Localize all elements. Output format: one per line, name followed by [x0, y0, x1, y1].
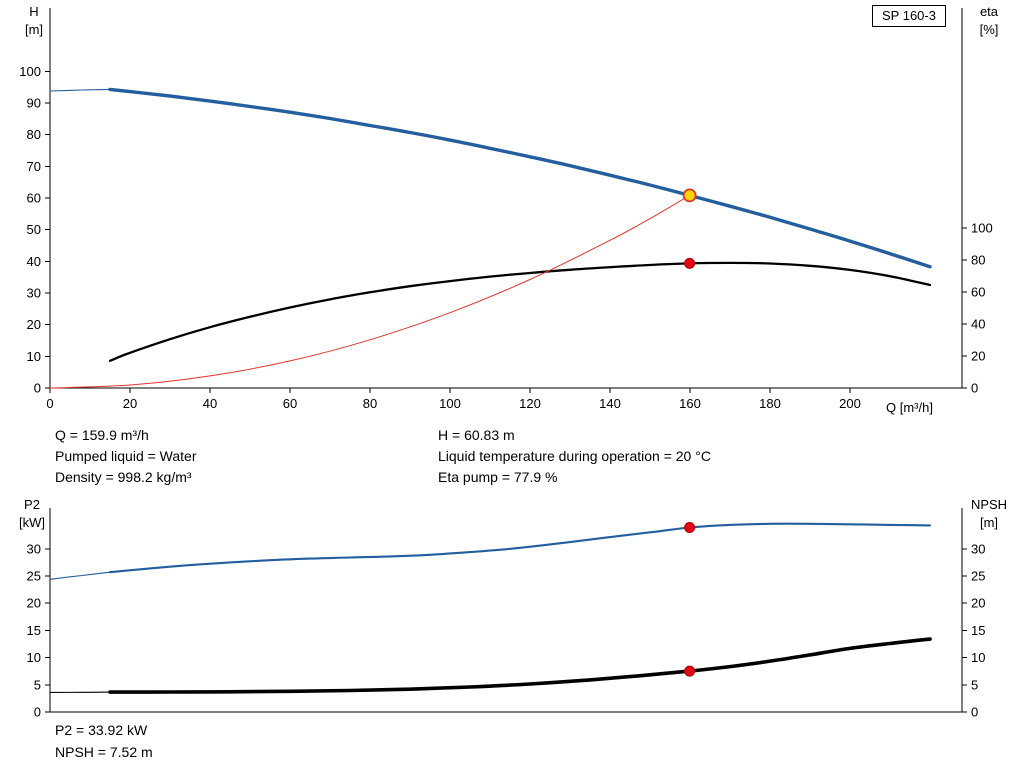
left-tick-label: 80	[27, 127, 41, 142]
npsh-value: NPSH = 7.52 m	[55, 744, 153, 760]
left-tick-label: 100	[19, 64, 41, 79]
flow-axis-unit-label: Q [m³/h]	[886, 400, 933, 415]
efficiency-curve	[108, 261, 932, 362]
npsh-curve	[108, 637, 932, 694]
right-tick-label: 30	[971, 541, 985, 556]
x-tick-label: 200	[839, 396, 861, 411]
p2-curve-min-flow	[49, 571, 111, 580]
left-tick-label: 5	[34, 677, 41, 692]
left-tick-label: 70	[27, 159, 41, 174]
right-tick-label: 60	[971, 285, 985, 300]
left-tick-label: 0	[34, 705, 41, 720]
left-tick-label: 50	[27, 222, 41, 237]
left-tick-label: 60	[27, 191, 41, 206]
right-tick-label: 100	[971, 221, 993, 236]
efficiency-point	[684, 257, 696, 269]
power-info: P2 = 33.92 kW NPSH = 7.52 m	[55, 719, 153, 763]
left-tick-label: 30	[27, 286, 41, 301]
right-tick-label: 5	[971, 677, 978, 692]
flow-value: Q = 159.9 m³/h	[55, 427, 149, 443]
system-curve	[49, 194, 691, 389]
eta-axis-unit: [%]	[979, 22, 999, 37]
npsh-point	[684, 665, 696, 677]
head-value: H = 60.83 m	[438, 427, 515, 443]
eta-axis-symbol: eta	[979, 4, 999, 19]
p2-axis-label: P2 [kW]	[10, 496, 54, 532]
x-tick-label: 180	[759, 396, 781, 411]
p2-axis-symbol: P2	[24, 497, 40, 512]
left-tick-label: 25	[27, 569, 41, 584]
right-tick-label: 10	[971, 650, 985, 665]
p2-value: P2 = 33.92 kW	[55, 722, 148, 738]
head-axis-symbol: H	[29, 4, 39, 19]
left-tick-label: 10	[27, 650, 41, 665]
p2-point	[684, 521, 696, 533]
x-tick-label: 120	[519, 396, 541, 411]
left-tick-label: 90	[27, 96, 41, 111]
right-tick-label: 15	[971, 623, 985, 638]
npsh-axis-unit: [m]	[979, 515, 999, 530]
npsh-axis-label: NPSH [m]	[964, 496, 1014, 532]
duty-point[interactable]	[682, 188, 697, 203]
right-tick-label: 20	[971, 596, 985, 611]
x-tick-label: 100	[439, 396, 461, 411]
right-tick-label: 40	[971, 317, 985, 332]
right-tick-label: 20	[971, 349, 985, 364]
x-tick-label: 20	[123, 396, 137, 411]
x-tick-label: 160	[679, 396, 701, 411]
left-tick-label: 20	[27, 317, 41, 332]
left-tick-label: 30	[27, 541, 41, 556]
left-tick-label: 40	[27, 254, 41, 269]
left-tick-label: 15	[27, 623, 41, 638]
duty-info-right: H = 60.83 m Liquid temperature during op…	[438, 425, 711, 488]
pump-model-badge: SP 160-3	[872, 5, 946, 27]
left-tick-label: 0	[34, 381, 41, 396]
head-axis-unit: [m]	[24, 22, 44, 37]
liquid-temperature: Liquid temperature during operation = 20…	[438, 448, 711, 464]
head-curve	[108, 87, 932, 269]
head-axis-label: H [m]	[14, 3, 54, 39]
eta-axis-label: eta [%]	[968, 3, 1010, 39]
x-tick-label: 0	[46, 396, 53, 411]
x-tick-label: 40	[203, 396, 217, 411]
density-value: Density = 998.2 kg/m³	[55, 469, 192, 485]
right-tick-label: 0	[971, 381, 978, 396]
left-tick-label: 10	[27, 349, 41, 364]
eta-pump-value: Eta pump = 77.9 %	[438, 469, 558, 485]
npsh-axis-symbol: NPSH	[970, 497, 1008, 512]
right-tick-label: 25	[971, 569, 985, 584]
right-tick-label: 0	[971, 705, 978, 720]
left-tick-label: 20	[27, 596, 41, 611]
duty-info-left: Q = 159.9 m³/h Pumped liquid = Water Den…	[55, 425, 197, 488]
x-tick-label: 140	[599, 396, 621, 411]
x-tick-label: 80	[363, 396, 377, 411]
head-curve-min-flow	[49, 88, 111, 92]
right-tick-label: 80	[971, 253, 985, 268]
pumped-liquid: Pumped liquid = Water	[55, 448, 197, 464]
p2-curve	[108, 522, 932, 574]
p2-axis-unit: [kW]	[19, 515, 45, 530]
x-tick-label: 60	[283, 396, 297, 411]
